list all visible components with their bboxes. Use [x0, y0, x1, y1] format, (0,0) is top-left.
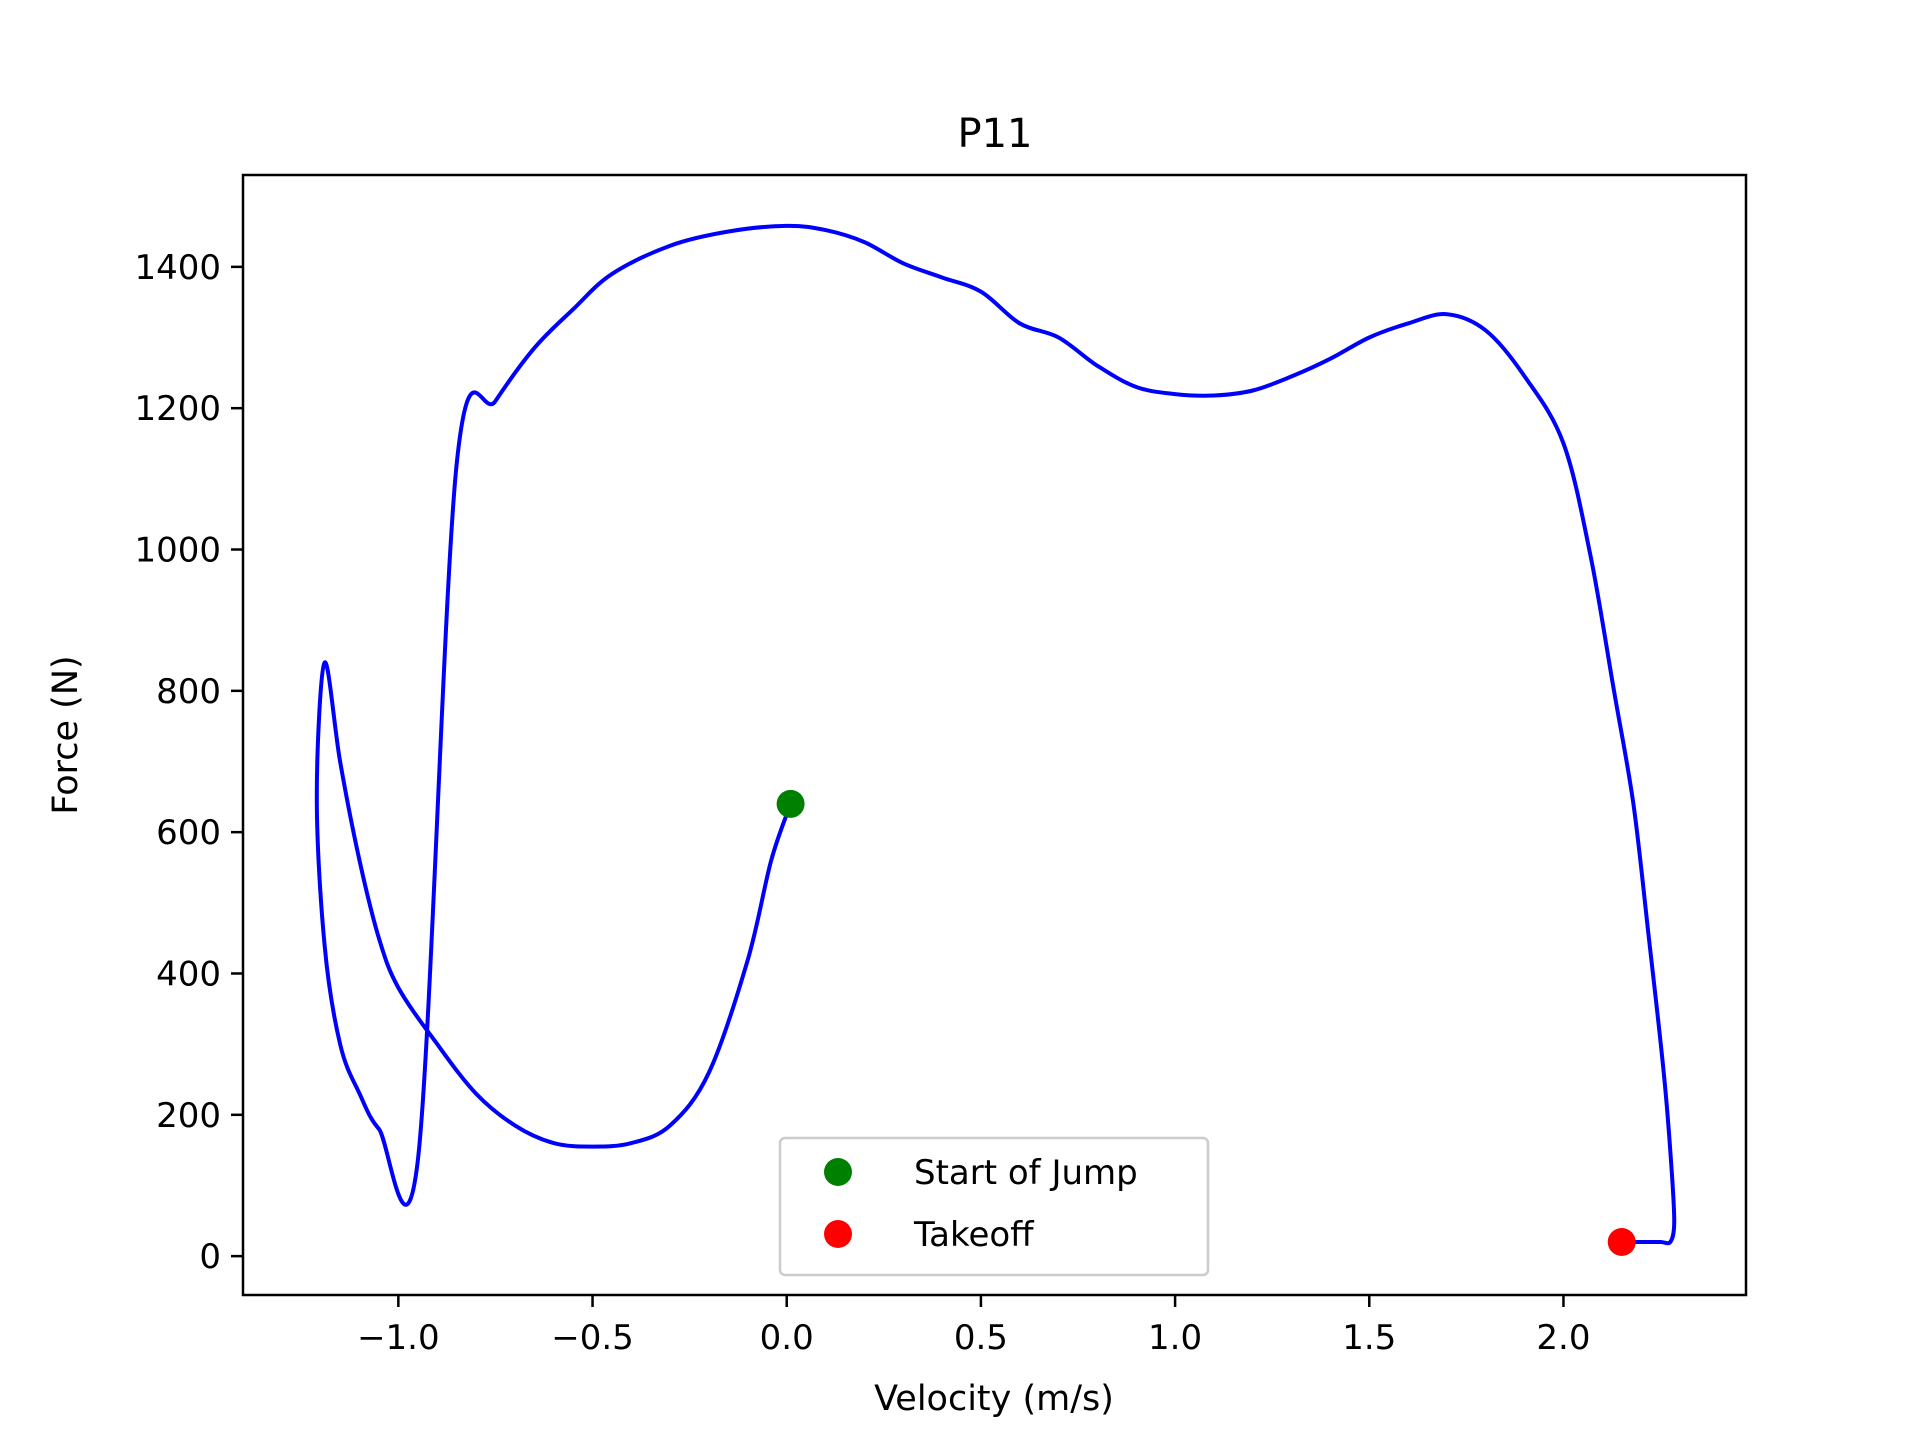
- x-axis-ticks: −1.0 −0.5 0.0 0.5 1.0 1.5 2.0: [357, 1295, 1591, 1358]
- x-tick-label: 1.0: [1148, 1318, 1202, 1358]
- y-tick-label: 1000: [134, 531, 221, 571]
- x-axis-label: Velocity (m/s): [874, 1379, 1114, 1419]
- y-tick-label: 600: [156, 813, 221, 853]
- x-tick-label: −0.5: [551, 1318, 634, 1358]
- legend-marker-start-of-jump: [824, 1158, 852, 1186]
- y-axis-label: Force (N): [46, 655, 86, 814]
- plot-area: [241, 173, 1748, 1297]
- legend-frame: [778, 1136, 1210, 1277]
- y-tick-label: 200: [156, 1096, 221, 1136]
- legend: Start of Jump Takeoff: [778, 1136, 1210, 1277]
- legend-label-takeoff: Takeoff: [913, 1215, 1035, 1255]
- x-tick-label: 1.5: [1342, 1318, 1396, 1358]
- force-velocity-curve: [314, 223, 1677, 1246]
- chart-title: P11: [957, 111, 1032, 157]
- legend-label-start-of-jump: Start of Jump: [914, 1153, 1138, 1193]
- y-tick-label: 0: [199, 1237, 221, 1277]
- y-tick-label: 1200: [134, 389, 221, 429]
- y-tick-label: 1400: [134, 248, 221, 288]
- axes-frame: [241, 173, 1748, 1297]
- y-axis-ticks: 0 200 400 600 800 1000 1200 1400: [134, 248, 243, 1277]
- markers: [776, 789, 1636, 1257]
- marker-start-of-jump: [776, 789, 805, 818]
- y-tick-label: 400: [156, 954, 221, 994]
- marker-takeoff: [1607, 1228, 1636, 1257]
- axes-background: [243, 175, 1746, 1295]
- legend-marker-takeoff: [824, 1220, 852, 1248]
- x-tick-label: 0.0: [760, 1318, 814, 1358]
- x-tick-label: 0.5: [954, 1318, 1008, 1358]
- x-tick-label: −1.0: [357, 1318, 440, 1358]
- y-tick-label: 800: [156, 672, 221, 712]
- x-tick-label: 2.0: [1536, 1318, 1590, 1358]
